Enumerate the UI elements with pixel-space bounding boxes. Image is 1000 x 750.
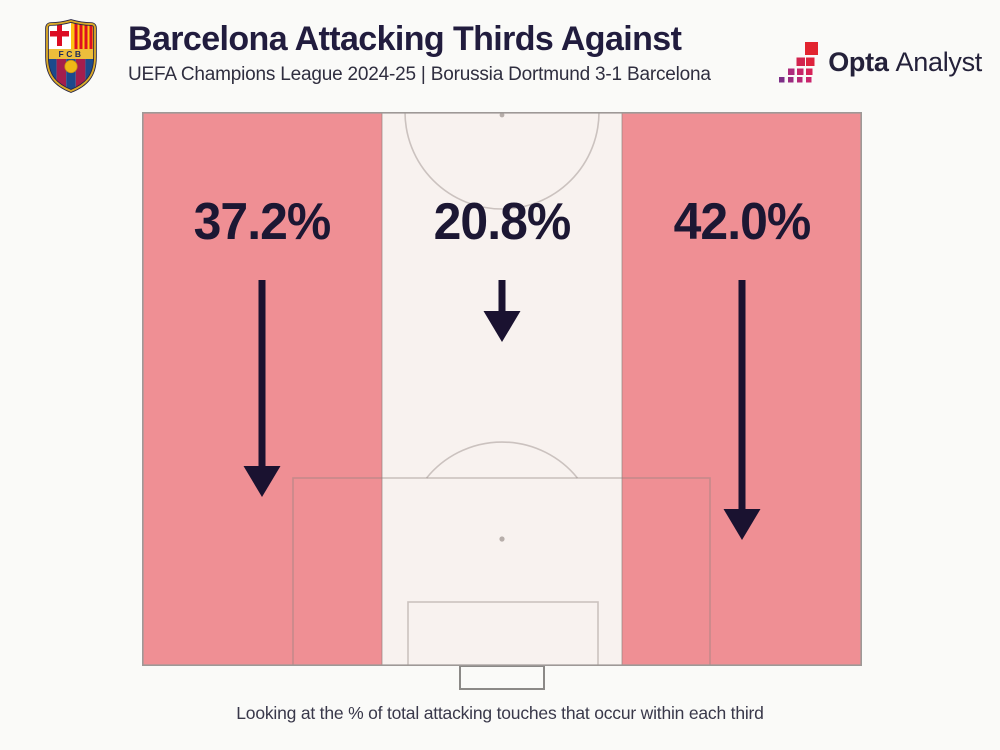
penalty-spot	[499, 536, 505, 542]
goal	[459, 665, 545, 690]
center-circle	[404, 112, 600, 210]
pitch-thirds-chart: 37.2% 20.8% 42.0%	[142, 112, 863, 692]
header-titles: Barcelona Attacking Thirds Against UEFA …	[128, 21, 711, 86]
center-spot	[499, 112, 505, 118]
brand-name-analyst: Analyst	[895, 46, 983, 77]
attack-arrow-right	[723, 280, 761, 540]
opta-analyst-wordmark: Opta Analyst	[828, 47, 982, 78]
penalty-arc	[425, 441, 579, 479]
penalty-box	[292, 477, 711, 666]
attack-arrows-layer	[243, 280, 761, 540]
pitch-svg	[142, 112, 863, 690]
fc-barcelona-crest: FCB	[45, 19, 97, 93]
crest-fcb-band	[47, 49, 95, 59]
crest-ball	[64, 59, 78, 74]
opta-staircase-icon	[779, 42, 819, 83]
page-subtitle: UEFA Champions League 2024-25 | Borussia…	[128, 64, 711, 85]
value-label-right-third: 42.0%	[673, 193, 812, 251]
attack-arrow-left	[243, 280, 281, 497]
value-label-left-third: 37.2%	[193, 193, 332, 251]
page-title: Barcelona Attacking Thirds Against	[128, 20, 682, 58]
pitch-border	[142, 112, 863, 667]
value-label-middle-third: 20.8%	[433, 193, 572, 251]
footnote-caption: Looking at the % of total attacking touc…	[236, 703, 764, 723]
brand-name-opta: Opta	[828, 46, 889, 77]
crest-fcb-text: FCB	[59, 49, 84, 59]
attack-arrow-middle	[483, 280, 521, 342]
goal-area-box	[407, 601, 599, 666]
third-middle-fill	[382, 112, 622, 666]
opta-analyst-logo: Opta Analyst	[779, 40, 982, 84]
